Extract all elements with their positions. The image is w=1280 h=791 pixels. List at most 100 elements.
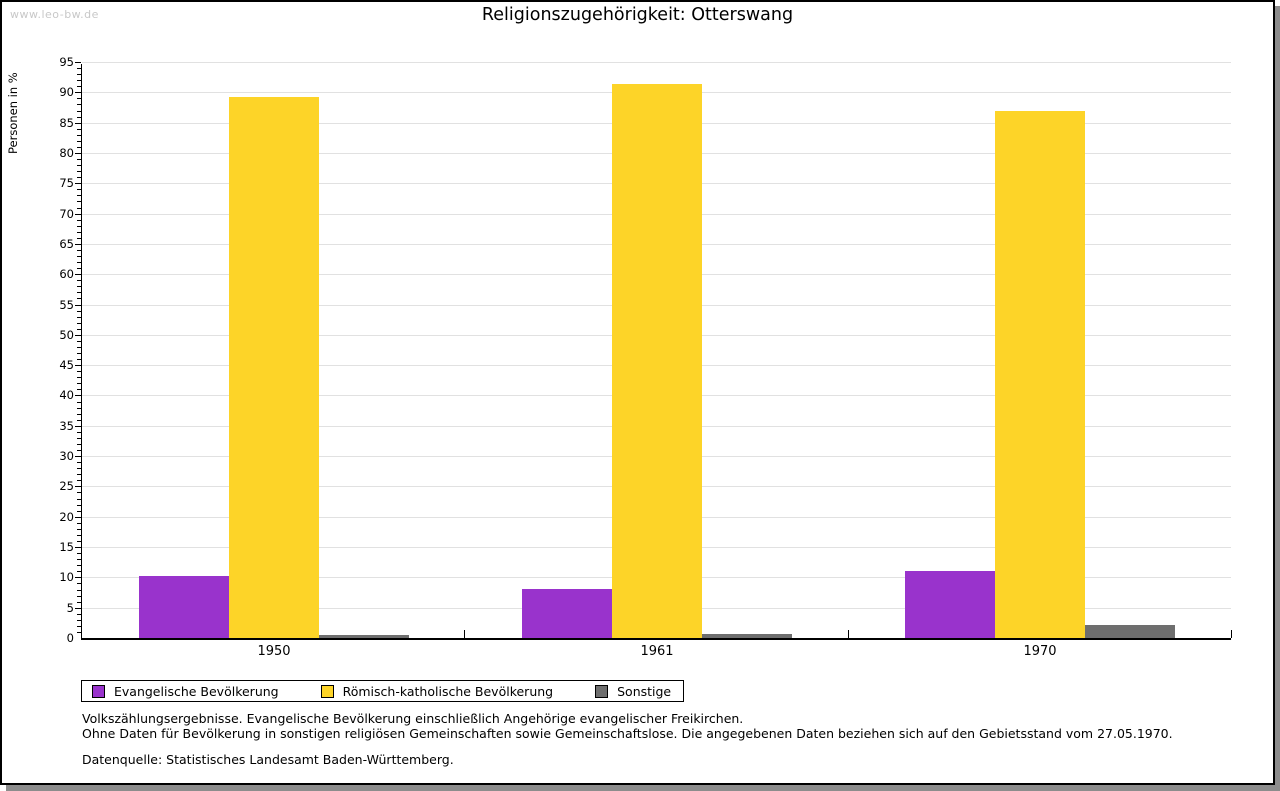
- y-minor-tick-19: [77, 522, 81, 524]
- y-tick-label-80: 80: [59, 145, 74, 160]
- x-category-label-1950: 1950: [257, 644, 291, 659]
- y-minor-tick-23: [77, 498, 81, 500]
- legend-swatch-1: [320, 684, 334, 698]
- y-minor-tick-37: [77, 413, 81, 415]
- y-minor-tick-31: [77, 450, 81, 452]
- x-boundary-tick-2: [848, 630, 849, 638]
- y-tick-label-25: 25: [59, 479, 74, 494]
- watermark: www.leo-bw.de: [10, 8, 99, 21]
- y-major-tick-15: [75, 547, 81, 549]
- y-tick-label-60: 60: [59, 267, 74, 282]
- y-minor-tick-27: [77, 474, 81, 476]
- bar-1950-evangelisch: [139, 576, 229, 638]
- y-minor-tick-8: [77, 589, 81, 591]
- y-axis-title: Personen in %: [6, 72, 20, 154]
- bar-1970-katholisch: [995, 111, 1085, 638]
- y-major-tick-75: [75, 183, 81, 185]
- y-tick-label-70: 70: [59, 206, 74, 221]
- y-tick-label-75: 75: [59, 176, 74, 191]
- bar-1950-sonstige: [319, 635, 409, 638]
- y-minor-tick-36: [77, 419, 81, 421]
- y-tick-label-50: 50: [59, 327, 74, 342]
- y-minor-tick-41: [77, 389, 81, 391]
- y-minor-tick-93: [77, 74, 81, 76]
- legend-label-2: Sonstige: [617, 683, 672, 699]
- y-minor-tick-64: [77, 249, 81, 251]
- x-category-label-1961: 1961: [640, 644, 674, 659]
- y-minor-tick-79: [77, 159, 81, 161]
- bar-1961-sonstige: [702, 634, 792, 638]
- legend-swatch-2: [595, 684, 609, 698]
- y-minor-tick-58: [77, 286, 81, 288]
- y-minor-tick-68: [77, 225, 81, 227]
- y-major-tick-85: [75, 122, 81, 124]
- y-major-tick-80: [75, 152, 81, 154]
- y-minor-tick-83: [77, 134, 81, 136]
- y-minor-tick-73: [77, 195, 81, 197]
- y-minor-tick-89: [77, 98, 81, 100]
- y-minor-tick-82: [77, 140, 81, 142]
- legend-item-0: Evangelische Bevölkerung: [92, 684, 279, 699]
- y-major-tick-10: [75, 577, 81, 579]
- x-boundary-tick-1: [464, 630, 465, 638]
- bar-1961-katholisch: [612, 84, 702, 638]
- y-minor-tick-18: [77, 528, 81, 530]
- y-tick-label-10: 10: [59, 570, 74, 585]
- y-major-tick-70: [75, 213, 81, 215]
- y-minor-tick-39: [77, 401, 81, 403]
- y-tick-label-55: 55: [59, 297, 74, 312]
- y-minor-tick-2: [77, 625, 81, 627]
- y-tick-label-65: 65: [59, 236, 74, 251]
- x-category-label-1970: 1970: [1023, 644, 1057, 659]
- legend-item-2: Sonstige: [595, 684, 671, 699]
- y-major-tick-45: [75, 365, 81, 367]
- y-minor-tick-61: [77, 268, 81, 270]
- y-major-tick-35: [75, 425, 81, 427]
- y-minor-tick-49: [77, 340, 81, 342]
- y-minor-tick-6: [77, 601, 81, 603]
- y-tick-label-90: 90: [59, 85, 74, 100]
- y-major-tick-5: [75, 607, 81, 609]
- y-minor-tick-57: [77, 292, 81, 294]
- y-tick-label-0: 0: [66, 631, 74, 645]
- bar-1950-katholisch: [229, 97, 319, 638]
- y-major-tick-55: [75, 304, 81, 306]
- y-minor-tick-7: [77, 595, 81, 597]
- footnote-line-1: Volkszählungsergebnisse. Evangelische Be…: [82, 711, 744, 726]
- y-minor-tick-87: [77, 110, 81, 112]
- y-minor-tick-92: [77, 80, 81, 82]
- y-minor-tick-69: [77, 219, 81, 221]
- y-minor-tick-22: [77, 504, 81, 506]
- bar-1970-evangelisch: [905, 571, 995, 638]
- y-minor-tick-53: [77, 316, 81, 318]
- y-major-tick-20: [75, 516, 81, 518]
- y-minor-tick-47: [77, 353, 81, 355]
- y-minor-tick-28: [77, 468, 81, 470]
- y-minor-tick-59: [77, 280, 81, 282]
- y-minor-tick-43: [77, 377, 81, 379]
- y-minor-tick-56: [77, 298, 81, 300]
- x-boundary-tick-3: [1231, 630, 1232, 638]
- y-minor-tick-4: [77, 613, 81, 615]
- y-minor-tick-32: [77, 443, 81, 445]
- data-source: Datenquelle: Statistisches Landesamt Bad…: [82, 752, 454, 767]
- y-minor-tick-11: [77, 571, 81, 573]
- y-minor-tick-48: [77, 346, 81, 348]
- y-minor-tick-63: [77, 256, 81, 258]
- y-major-tick-60: [75, 274, 81, 276]
- y-minor-tick-38: [77, 407, 81, 409]
- y-tick-label-30: 30: [59, 449, 74, 464]
- y-tick-label-20: 20: [59, 509, 74, 524]
- y-minor-tick-74: [77, 189, 81, 191]
- y-tick-label-85: 85: [59, 115, 74, 130]
- y-minor-tick-33: [77, 437, 81, 439]
- y-minor-tick-84: [77, 128, 81, 130]
- y-minor-tick-44: [77, 371, 81, 373]
- plot-area: 0 5 10 15 20 25 30 35 40 45 50 55 60 65 70 75 80 85 90 95 19…: [59, 56, 1232, 659]
- y-minor-tick-78: [77, 165, 81, 167]
- y-minor-tick-94: [77, 68, 81, 70]
- y-major-tick-65: [75, 243, 81, 245]
- chart-title: Religionszugehörigkeit: Otterswang: [481, 5, 794, 25]
